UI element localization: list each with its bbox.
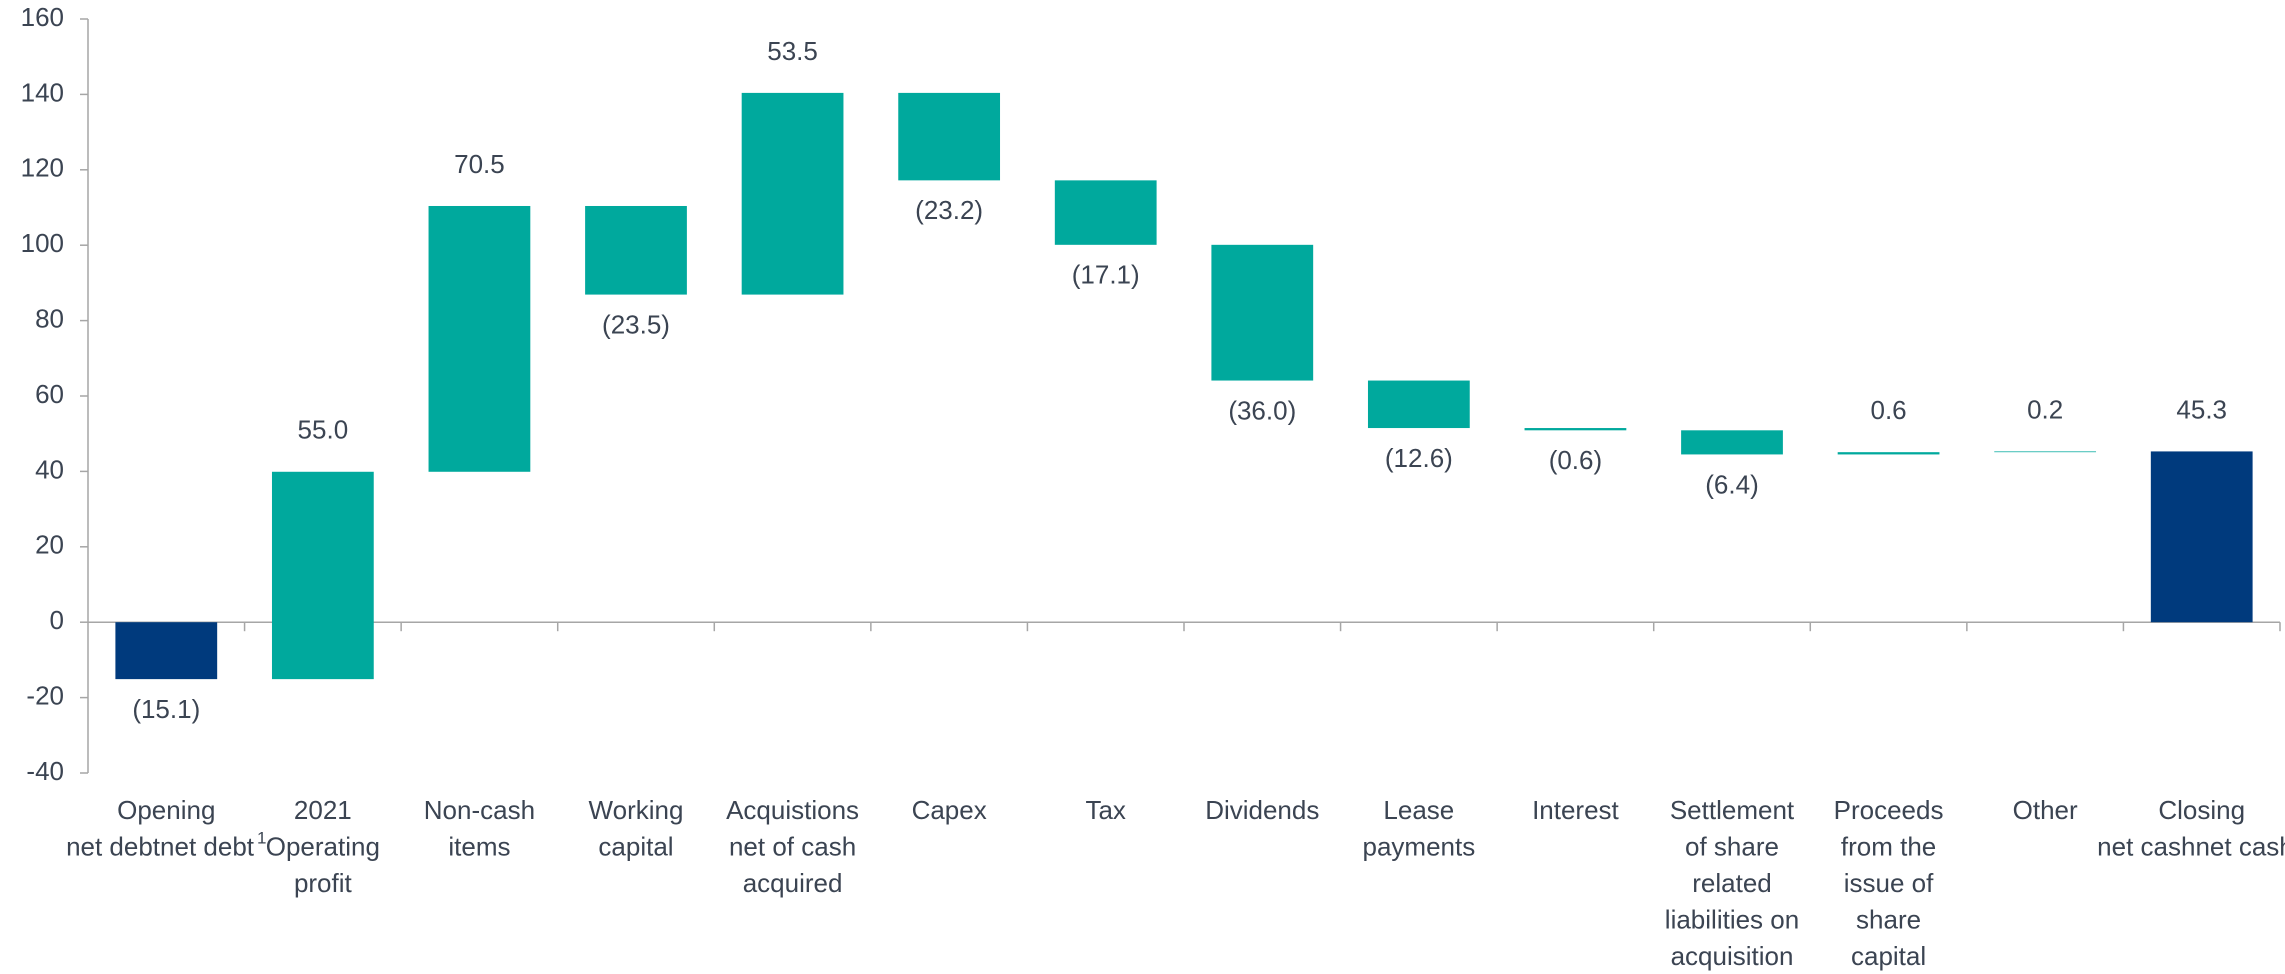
y-tick-label: 160 xyxy=(21,2,64,32)
value-label: (23.5) xyxy=(602,309,670,339)
value-label: (0.6) xyxy=(1549,445,1602,475)
bar xyxy=(1211,244,1314,381)
value-label: (6.4) xyxy=(1705,469,1758,499)
bar xyxy=(1681,430,1783,455)
value-label: 53.5 xyxy=(767,36,818,66)
bar xyxy=(585,205,687,295)
y-tick-label: 140 xyxy=(21,77,64,107)
value-label: (23.2) xyxy=(915,195,983,225)
x-tick-label: Closing xyxy=(2158,795,2245,825)
x-tick-label: issue of xyxy=(1844,868,1934,898)
y-tick-label: 40 xyxy=(35,454,64,484)
x-tick-label: Interest xyxy=(1532,795,1619,825)
x-tick-label: net of cash xyxy=(729,831,856,861)
x-tick-label: net debt xyxy=(160,831,255,861)
y-tick-label: 120 xyxy=(21,153,64,183)
bar xyxy=(428,205,531,472)
x-tick-label: Tax xyxy=(1085,795,1125,825)
x-tick-label: Capex xyxy=(912,795,987,825)
x-tick-label: acquisition xyxy=(1671,941,1794,971)
x-tick-label: of share xyxy=(1685,831,1779,861)
value-label: (17.1) xyxy=(1072,260,1140,290)
y-tick-label: 100 xyxy=(21,228,64,258)
x-tick-label: capital xyxy=(1851,941,1926,971)
y-tick-label: 0 xyxy=(50,605,64,635)
x-tick-label: profit xyxy=(294,868,353,898)
x-tick-label-group: net cashnet cash1 xyxy=(2097,829,2285,861)
footnote-marker: 1 xyxy=(257,829,266,848)
x-tick-label: Working xyxy=(589,795,684,825)
x-tick-label: Non-cash xyxy=(424,795,535,825)
x-tick-label: Lease xyxy=(1383,795,1454,825)
value-label: 55.0 xyxy=(298,415,349,445)
value-label: (15.1) xyxy=(132,694,200,724)
bar xyxy=(741,92,844,295)
value-label: 0.6 xyxy=(1870,395,1906,425)
bar xyxy=(1367,380,1470,429)
x-tick-label: from the xyxy=(1841,831,1936,861)
x-tick-label: share xyxy=(1856,904,1921,934)
y-tick-label: 60 xyxy=(35,379,64,409)
x-tick-label: liabilities on xyxy=(1665,904,1799,934)
x-tick-label: payments xyxy=(1362,831,1475,861)
value-label: (12.6) xyxy=(1385,443,1453,473)
x-tick-label: Opening xyxy=(117,795,215,825)
x-tick-label: capital xyxy=(598,831,673,861)
value-label: (36.0) xyxy=(1228,395,1296,425)
x-tick-label-group: net debtnet debt 1 xyxy=(66,829,266,861)
x-tick-label: Proceeds xyxy=(1834,795,1944,825)
y-tick-label: -20 xyxy=(26,680,64,710)
x-tick-label: items xyxy=(448,831,510,861)
x-tick-label: Dividends xyxy=(1205,795,1319,825)
bar xyxy=(1837,452,1940,455)
bar xyxy=(1994,451,2097,453)
bar xyxy=(1054,180,1157,245)
x-tick-label: Other xyxy=(2013,795,2078,825)
y-tick-label: 20 xyxy=(35,530,64,560)
x-tick-label: net cash xyxy=(2195,831,2285,861)
value-label: 0.2 xyxy=(2027,394,2063,424)
x-tick-label: Settlement xyxy=(1670,795,1795,825)
bar xyxy=(271,471,374,680)
x-tick-label: 2021 xyxy=(294,795,352,825)
y-tick-label: 80 xyxy=(35,303,64,333)
x-tick-label: related xyxy=(1692,868,1772,898)
bar xyxy=(115,622,218,680)
bar xyxy=(898,92,1001,181)
x-tick-label: acquired xyxy=(743,868,843,898)
bar xyxy=(2150,451,2253,623)
x-tick-label: Acquistions xyxy=(726,795,859,825)
x-tick-label: Operating xyxy=(266,831,380,861)
value-label: 70.5 xyxy=(454,149,505,179)
bar xyxy=(1524,428,1627,431)
value-label: 45.3 xyxy=(2176,394,2227,424)
y-tick-label: -40 xyxy=(26,756,64,786)
